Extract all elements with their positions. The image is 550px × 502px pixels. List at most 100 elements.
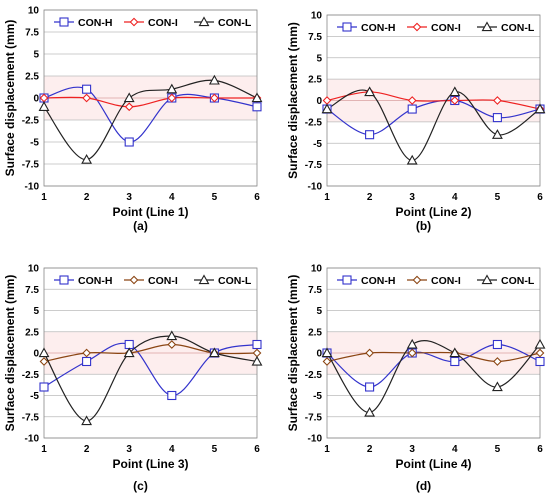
legend-entry: CON-H xyxy=(337,22,395,34)
data-point-con-l xyxy=(406,338,418,349)
data-point-con-h xyxy=(492,113,502,123)
data-point-con-i xyxy=(82,93,91,103)
legend-label: CON-H xyxy=(361,275,395,287)
x-tick-label: 6 xyxy=(254,444,260,455)
x-tick-label: 5 xyxy=(212,444,218,455)
x-axis-title: Point (Line 4) xyxy=(396,457,472,471)
data-point-con-i xyxy=(365,348,374,358)
data-point-con-l xyxy=(534,338,546,349)
legend-marker xyxy=(198,274,210,285)
data-point-con-l xyxy=(364,86,376,97)
data-point-con-l xyxy=(251,355,263,366)
data-point-con-i xyxy=(124,102,134,112)
data-point-con-i xyxy=(493,96,502,105)
data-point-con-l xyxy=(321,347,333,358)
y-tick-label: -7.5 xyxy=(305,412,323,423)
legend-marker xyxy=(342,275,352,285)
panel-label: (d) xyxy=(416,479,431,493)
y-tick-label: -10 xyxy=(25,434,40,445)
data-point-con-i xyxy=(82,348,91,358)
data-point-con-i xyxy=(167,93,177,103)
legend-label: CON-H xyxy=(78,17,112,29)
data-point-con-i xyxy=(493,357,502,366)
x-tick-label: 6 xyxy=(537,192,543,203)
y-tick-label: -7.5 xyxy=(22,160,40,171)
data-point-con-h xyxy=(450,356,460,367)
y-axis-title: Surface displacement (mm) xyxy=(286,275,300,432)
data-point-con-i xyxy=(322,357,332,366)
y-tick-label: -10 xyxy=(25,182,40,193)
y-tick-label: 10 xyxy=(28,6,40,17)
data-point-con-h xyxy=(407,104,417,114)
x-tick-label: 3 xyxy=(409,192,415,203)
data-point-con-h xyxy=(124,137,134,147)
legend-entry: CON-I xyxy=(407,275,461,287)
legend-label: CON-I xyxy=(148,275,178,287)
legend-label: CON-L xyxy=(218,17,252,29)
x-axis-title: Point (Line 2) xyxy=(396,205,472,219)
legend-marker xyxy=(412,275,422,285)
y-tick-label: 7.5 xyxy=(308,285,322,296)
data-point-con-l xyxy=(38,101,50,111)
y-tick-label: 10 xyxy=(28,264,40,275)
y-tick-label: -5 xyxy=(313,391,322,402)
x-tick-label: 2 xyxy=(367,444,373,455)
y-tick-label: -7.5 xyxy=(305,160,323,171)
legend-marker xyxy=(412,22,422,32)
y-tick-label: -5 xyxy=(30,138,39,149)
y-tick-label: -7.5 xyxy=(22,412,40,423)
y-tick-label: 2.5 xyxy=(25,72,39,83)
legend-label: CON-I xyxy=(431,275,461,287)
legend-entry: CON-L xyxy=(477,21,535,34)
legend-entry: CON-I xyxy=(407,22,461,34)
data-point-con-l xyxy=(166,83,178,94)
x-tick-label: 3 xyxy=(126,192,132,203)
x-tick-label: 5 xyxy=(495,444,501,455)
x-tick-label: 1 xyxy=(324,444,330,455)
y-tick-label: 5 xyxy=(316,53,322,64)
legend-entry: CON-L xyxy=(194,16,252,29)
x-tick-label: 1 xyxy=(41,444,47,455)
data-point-con-l xyxy=(251,92,263,103)
y-tick-label: -2.5 xyxy=(305,117,323,128)
y-tick-label: 0 xyxy=(316,349,322,360)
legend-entry: CON-L xyxy=(477,274,535,287)
y-tick-label: 10 xyxy=(311,264,323,275)
x-tick-label: 4 xyxy=(452,444,458,455)
data-point-con-h xyxy=(492,339,502,350)
legend-entry: CON-H xyxy=(337,275,395,287)
y-tick-label: -5 xyxy=(30,391,39,402)
data-point-con-h xyxy=(124,339,134,350)
y-tick-label: 0 xyxy=(316,96,322,107)
chart-panel-2: 10 7.5 5 2.5 0 -2.5 -5 -7.5 -101 2 3 4 5 6 CON-H CON-I C… xyxy=(286,11,546,233)
data-point-con-h xyxy=(252,339,262,350)
data-point-con-h xyxy=(365,130,375,140)
y-tick-label: 7.5 xyxy=(25,28,39,39)
x-tick-label: 4 xyxy=(452,192,458,203)
x-axis-title: Point (Line 1) xyxy=(113,205,189,219)
data-point-con-i xyxy=(39,357,49,366)
legend-marker xyxy=(129,17,139,27)
data-point-con-i xyxy=(407,96,417,105)
data-point-con-l xyxy=(166,330,178,341)
legend-label: CON-L xyxy=(501,22,535,34)
y-tick-label: 5 xyxy=(33,50,39,61)
data-point-con-i xyxy=(210,93,219,103)
y-tick-label: 5 xyxy=(33,306,39,317)
data-point-con-i xyxy=(535,348,545,358)
panel-label: (a) xyxy=(133,219,148,233)
x-tick-label: 5 xyxy=(495,192,501,203)
x-tick-label: 4 xyxy=(169,192,175,203)
x-tick-label: 1 xyxy=(324,192,330,203)
chart-panel-4: 10 7.5 5 2.5 0 -2.5 -5 -7.5 -101 2 3 4 5 6 CON-H CON-I C… xyxy=(286,264,546,493)
x-tick-label: 2 xyxy=(84,444,90,455)
data-point-con-l xyxy=(491,381,503,392)
y-tick-label: 2.5 xyxy=(308,75,322,86)
data-point-con-l xyxy=(449,86,461,97)
panel-label: (c) xyxy=(133,479,148,493)
y-tick-label: 5 xyxy=(316,306,322,317)
y-tick-label: 7.5 xyxy=(25,285,39,296)
data-point-con-l xyxy=(81,415,93,426)
data-point-con-l xyxy=(208,347,220,358)
